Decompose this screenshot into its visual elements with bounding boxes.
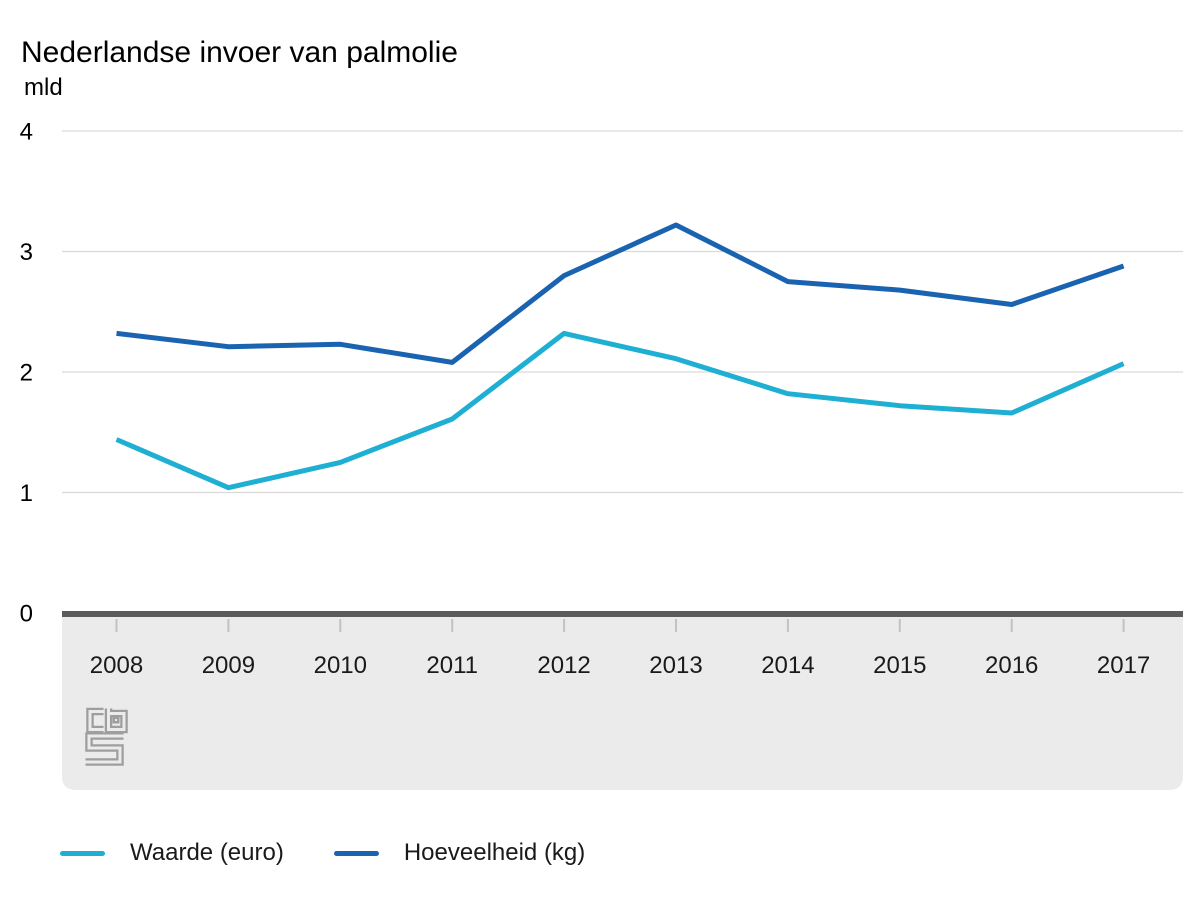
- x-tick-label-2011: 2011: [426, 652, 478, 679]
- y-tick-label-1: 1: [20, 480, 33, 507]
- y-tick-label-2: 2: [20, 360, 33, 387]
- legend-label-waarde: Waarde (euro): [130, 839, 284, 866]
- x-tick-label-2008: 2008: [90, 652, 143, 679]
- zero-axis-line: [62, 611, 1183, 617]
- series-line-waarde-euro: [115, 330, 1125, 491]
- waarde-line-swatch: [60, 850, 105, 856]
- x-tick-label-2009: 2009: [202, 652, 255, 679]
- y-tick-label-4: 4: [20, 119, 33, 146]
- hoeveelheid-line-swatch: [333, 850, 379, 856]
- x-tick-label-2013: 2013: [649, 652, 702, 679]
- x-tick-label-2014: 2014: [761, 652, 814, 679]
- y-tick-label-0: 0: [20, 601, 33, 628]
- legend-label-hoeveelheid: Hoeveelheid (kg): [403, 839, 586, 866]
- x-tick-label-2017: 2017: [1097, 652, 1150, 679]
- x-tick-label-2010: 2010: [314, 652, 367, 679]
- x-axis-band: [62, 617, 1183, 790]
- x-tick-label-2015: 2015: [873, 652, 926, 679]
- legend-item-hoeveelheid: Hoeveelheid (kg): [333, 839, 586, 867]
- x-tick-label-2012: 2012: [537, 652, 590, 679]
- chart-legend: Waarde (euro) Hoeveelheid (kg): [60, 839, 585, 867]
- chart-title: Nederlandse invoer van palmolie: [21, 36, 458, 70]
- cbs-logo-icon: [85, 707, 128, 766]
- series-line-hoeveelheid-kg: [116, 222, 1125, 365]
- legend-item-waarde: Waarde (euro): [60, 839, 284, 867]
- y-tick-label-3: 3: [20, 239, 33, 266]
- x-tick-label-2016: 2016: [985, 652, 1038, 679]
- y-axis-unit-label: mld: [24, 74, 63, 101]
